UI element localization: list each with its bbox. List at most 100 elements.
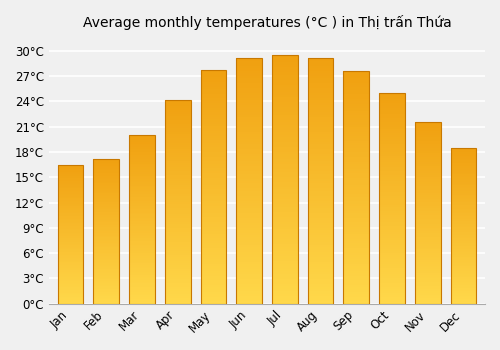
Bar [236, 88, 262, 90]
Bar [94, 284, 119, 285]
Bar [94, 170, 119, 172]
Bar [236, 176, 262, 178]
Bar [308, 115, 334, 117]
Bar [165, 191, 190, 194]
Bar [379, 230, 405, 232]
Bar [344, 292, 369, 294]
Bar [272, 266, 297, 269]
Bar [379, 97, 405, 99]
Bar [165, 132, 190, 134]
Bar [58, 190, 84, 191]
Bar [272, 291, 297, 294]
Bar [308, 178, 334, 181]
Bar [58, 284, 84, 286]
Bar [236, 125, 262, 127]
Bar [129, 164, 155, 166]
Bar [308, 181, 334, 183]
Bar [450, 288, 476, 290]
Bar [200, 229, 226, 231]
Bar [129, 272, 155, 273]
Bar [415, 182, 440, 184]
Bar [415, 148, 440, 149]
Bar [129, 226, 155, 228]
Bar [58, 234, 84, 236]
Bar [236, 287, 262, 289]
Bar [308, 134, 334, 137]
Bar [450, 299, 476, 301]
Bar [236, 95, 262, 98]
Bar [415, 258, 440, 260]
Bar [450, 193, 476, 195]
Bar [200, 205, 226, 208]
Bar [415, 262, 440, 264]
Bar [58, 291, 84, 293]
Bar [236, 228, 262, 230]
Bar [272, 284, 297, 286]
Bar [58, 219, 84, 220]
Bar [200, 149, 226, 152]
Bar [308, 193, 334, 196]
Bar [308, 282, 334, 284]
Bar [379, 251, 405, 253]
Bar [450, 223, 476, 224]
Bar [415, 153, 440, 155]
Bar [58, 272, 84, 273]
Bar [58, 194, 84, 195]
Bar [94, 243, 119, 244]
Bar [415, 168, 440, 169]
Bar [272, 244, 297, 246]
Bar [129, 231, 155, 233]
Bar [236, 188, 262, 191]
Bar [165, 234, 190, 236]
Bar [236, 58, 262, 304]
Bar [129, 224, 155, 226]
Bar [165, 150, 190, 153]
Bar [58, 259, 84, 261]
Bar [236, 215, 262, 218]
Bar [379, 152, 405, 154]
Bar [272, 204, 297, 207]
Bar [129, 223, 155, 224]
Bar [165, 186, 190, 187]
Bar [450, 196, 476, 198]
Bar [415, 204, 440, 206]
Bar [308, 257, 334, 260]
Bar [379, 238, 405, 240]
Bar [200, 224, 226, 227]
Bar [415, 184, 440, 186]
Bar [129, 167, 155, 169]
Bar [165, 183, 190, 186]
Bar [415, 142, 440, 144]
Bar [272, 177, 297, 179]
Bar [450, 215, 476, 216]
Bar [450, 282, 476, 284]
Bar [165, 147, 190, 149]
Bar [272, 82, 297, 85]
Bar [94, 286, 119, 288]
Bar [129, 184, 155, 186]
Bar [200, 212, 226, 215]
Bar [200, 131, 226, 133]
Bar [165, 289, 190, 292]
Bar [94, 294, 119, 295]
Bar [236, 107, 262, 110]
Bar [344, 127, 369, 129]
Bar [272, 122, 297, 125]
Bar [308, 208, 334, 210]
Bar [58, 300, 84, 301]
Bar [58, 250, 84, 251]
Bar [129, 277, 155, 278]
Bar [272, 97, 297, 100]
Bar [236, 289, 262, 292]
Bar [129, 278, 155, 280]
Bar [272, 254, 297, 257]
Bar [200, 98, 226, 100]
Bar [379, 179, 405, 181]
Bar [272, 68, 297, 70]
Bar [415, 266, 440, 267]
Bar [165, 240, 190, 243]
Bar [94, 177, 119, 179]
Bar [415, 217, 440, 218]
Bar [236, 186, 262, 188]
Bar [200, 103, 226, 105]
